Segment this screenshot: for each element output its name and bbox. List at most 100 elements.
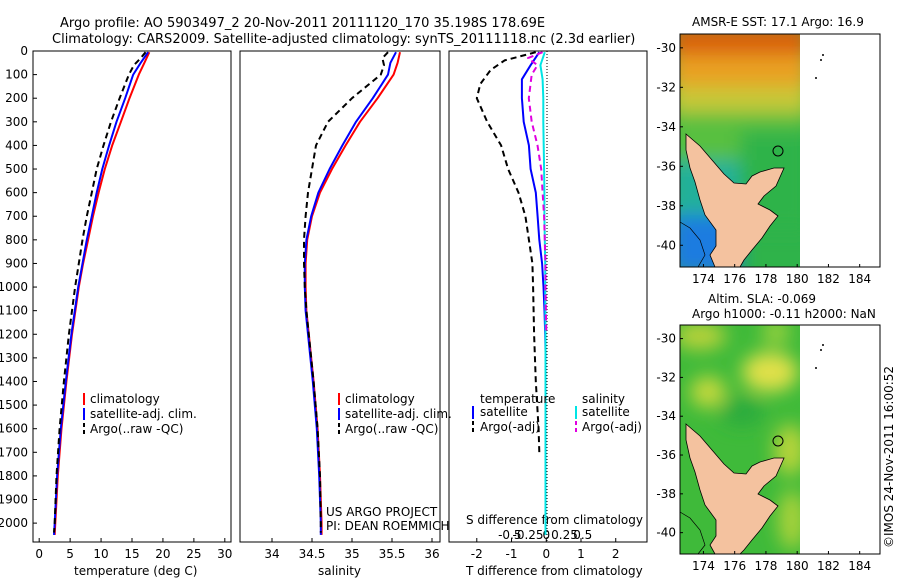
series-layer xyxy=(53,51,548,535)
map-x-tick-label: 182 xyxy=(817,272,840,286)
y-tick-label: 1100 xyxy=(0,304,28,318)
x-tick-label: 30 xyxy=(217,547,232,561)
x-tick-label: -1 xyxy=(506,547,518,561)
y-tick-label: 2000 xyxy=(0,516,28,530)
difference-legend-t-satellite: satellite xyxy=(480,405,528,419)
sla-map-image xyxy=(680,325,800,554)
sst-map-title: AMSR-E SST: 17.1 Argo: 16.9 xyxy=(692,15,864,29)
temperature-legend-argo: Argo(..raw -QC) xyxy=(90,422,183,436)
salinity-x-ticks: 34 34.5 35 35.5 36 xyxy=(264,538,440,561)
y-tick-label: 1800 xyxy=(0,469,28,483)
difference-salinity-argo-adj--line xyxy=(527,51,548,335)
map-y-tick-label: -40 xyxy=(656,526,676,540)
sst-map-land xyxy=(685,133,785,267)
map-x-tick-label: 180 xyxy=(786,272,809,286)
y-tick-label: 600 xyxy=(5,186,28,200)
sla-map-title-line1: Altim. SLA: -0.069 xyxy=(708,292,816,306)
temperature-x-label: temperature (deg C) xyxy=(74,564,197,578)
sst-map-frame xyxy=(679,33,881,268)
difference-legend-t-argo: Argo(-adj) xyxy=(480,420,540,434)
figure-title-line1: Argo profile: AO 5903497_2 20-Nov-2011 2… xyxy=(60,16,545,31)
y-tick-label: 300 xyxy=(5,115,28,129)
map-x-tick-label: 178 xyxy=(754,559,777,573)
map-y-tick-label: -38 xyxy=(656,487,676,501)
y-tick-label: 0 xyxy=(20,44,28,58)
temperature-argo-raw-qc--line xyxy=(53,51,147,533)
y-tick-label: 900 xyxy=(5,256,28,270)
map-x-tick-label: 184 xyxy=(848,559,871,573)
project-text-line2: PI: DEAN ROEMMICH xyxy=(326,519,449,533)
salinity-legend-satellite: satellite-adj. clim. xyxy=(345,407,452,421)
map-x-tick-label: 184 xyxy=(848,272,871,286)
x-tick-label: 0 xyxy=(35,547,43,561)
sst-map-ticks: 174 176 178 180 182 184 -30 -32 -34 -36 -38 -40 xyxy=(656,41,871,286)
difference-temperature-satellite-line xyxy=(520,51,547,358)
sst-float-marker xyxy=(772,145,784,157)
salinity-legend: climatology satellite-adj. clim. Argo(..… xyxy=(338,392,452,436)
temperature-y-ticks: 0 100 200 300 400 500 600 700 800 900 1000 1100 1200… xyxy=(0,44,37,530)
top-tick-label: -0.25 xyxy=(512,528,543,542)
temperature-axes xyxy=(32,50,232,543)
x-tick-label: 35 xyxy=(344,547,359,561)
difference-legend-s-argo: Argo(-adj) xyxy=(582,420,642,434)
temperature-x-ticks: 0 5 10 15 20 25 30 xyxy=(35,538,232,561)
salinity-satellite-adj-clim--line xyxy=(303,51,397,535)
y-tick-label: 100 xyxy=(5,68,28,82)
temperature-legend: climatology satellite-adj. clim. Argo(..… xyxy=(83,392,197,436)
y-tick-label: 700 xyxy=(5,209,28,223)
x-tick-label: 10 xyxy=(93,547,108,561)
y-tick-label: 1900 xyxy=(0,493,28,507)
salinity-axes xyxy=(239,50,441,543)
top-tick-label: -0.5 xyxy=(498,528,521,542)
map-y-tick-label: -34 xyxy=(656,409,676,423)
project-text-line1: US ARGO PROJECT xyxy=(326,505,438,519)
map-y-tick-label: -34 xyxy=(656,120,676,134)
difference-legend-temperature-title: temperature xyxy=(480,392,555,406)
map-x-tick-label: 182 xyxy=(817,559,840,573)
map-y-tick-label: -36 xyxy=(656,159,676,173)
difference-x-label-top: S difference from climatology xyxy=(466,513,643,527)
top-tick-label: 0 xyxy=(542,528,550,542)
sla-map-land xyxy=(685,423,785,554)
x-tick-label: 35.5 xyxy=(379,547,406,561)
difference-x-label-bottom: T difference from climatology xyxy=(465,564,643,578)
y-tick-label: 400 xyxy=(5,138,28,152)
x-tick-label: 15 xyxy=(124,547,139,561)
sla-kermadec-islands xyxy=(815,344,824,369)
sst-kermadec-islands xyxy=(815,54,824,79)
map-x-tick-label: 176 xyxy=(723,559,746,573)
difference-legend-s-satellite: satellite xyxy=(582,405,630,419)
y-tick-label: 200 xyxy=(5,91,28,105)
salinity-argo-raw-qc--line xyxy=(303,51,389,533)
sla-map-ticks: 174 176 178 180 182 184 -30 -32 -34 -36 -38 -40 xyxy=(656,332,871,573)
salinity-legend-climatology: climatology xyxy=(345,392,415,406)
top-tick-label: 0.5 xyxy=(573,528,592,542)
temperature-legend-satellite: satellite-adj. clim. xyxy=(90,407,197,421)
difference-temperature-argo-adj--line xyxy=(475,51,541,453)
x-tick-label: 1 xyxy=(577,547,585,561)
x-tick-label: 36 xyxy=(424,547,439,561)
y-tick-label: 1400 xyxy=(0,374,28,388)
salinity-legend-argo: Argo(..raw -QC) xyxy=(345,422,438,436)
map-x-tick-label: 174 xyxy=(692,272,715,286)
map-y-tick-label: -30 xyxy=(656,41,676,55)
map-y-tick-label: -30 xyxy=(656,332,676,346)
x-tick-label: 0 xyxy=(542,547,550,561)
y-tick-label: 1300 xyxy=(0,351,28,365)
map-x-tick-label: 174 xyxy=(692,559,715,573)
top-tick-label: 0.25 xyxy=(551,528,578,542)
map-y-tick-label: -40 xyxy=(656,238,676,252)
map-x-tick-label: 180 xyxy=(786,559,809,573)
figure-title-line2: Climatology: CARS2009. Satellite-adjuste… xyxy=(52,32,635,47)
x-tick-label: 20 xyxy=(155,547,170,561)
sla-map-frame xyxy=(679,324,881,555)
difference-axes xyxy=(448,50,648,543)
copyright-stamp: ©IMOS 24-Nov-2011 16:00:52 xyxy=(882,366,896,548)
x-tick-label: 25 xyxy=(186,547,201,561)
difference-legend-salinity-title: salinity xyxy=(582,392,625,406)
temperature-legend-climatology: climatology xyxy=(90,392,160,406)
y-tick-label: 500 xyxy=(5,162,28,176)
sla-float-marker xyxy=(772,435,784,447)
